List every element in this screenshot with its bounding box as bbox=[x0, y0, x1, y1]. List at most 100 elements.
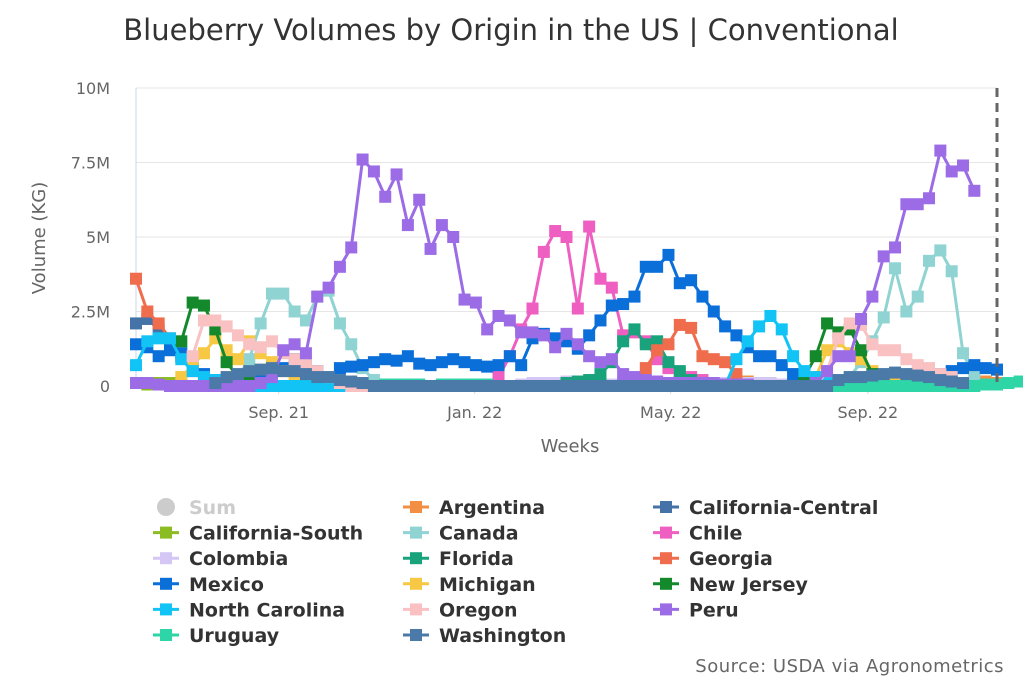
data-point[interactable] bbox=[458, 380, 471, 392]
legend-item[interactable]: Uruguay bbox=[153, 625, 280, 647]
data-point[interactable] bbox=[481, 380, 494, 392]
data-point[interactable] bbox=[333, 374, 346, 387]
data-point[interactable] bbox=[322, 371, 335, 384]
data-point[interactable] bbox=[764, 350, 777, 363]
data-point[interactable] bbox=[537, 380, 550, 392]
data-point[interactable] bbox=[379, 353, 392, 366]
data-point[interactable] bbox=[957, 362, 970, 375]
data-point[interactable] bbox=[617, 380, 630, 392]
data-point[interactable] bbox=[968, 380, 981, 392]
data-point[interactable] bbox=[719, 380, 732, 392]
data-point[interactable] bbox=[254, 377, 267, 390]
legend-item[interactable]: Peru bbox=[653, 599, 739, 621]
data-point[interactable] bbox=[764, 380, 777, 392]
data-point[interactable] bbox=[356, 153, 369, 166]
data-point[interactable] bbox=[821, 380, 834, 392]
data-point[interactable] bbox=[265, 335, 278, 348]
data-point[interactable] bbox=[832, 374, 845, 387]
data-point[interactable] bbox=[594, 356, 607, 369]
data-point[interactable] bbox=[843, 350, 856, 363]
data-point[interactable] bbox=[220, 320, 233, 333]
data-point[interactable] bbox=[809, 350, 822, 363]
data-point[interactable] bbox=[730, 380, 743, 392]
data-point[interactable] bbox=[821, 365, 834, 378]
data-point[interactable] bbox=[979, 362, 992, 375]
data-point[interactable] bbox=[911, 359, 924, 372]
data-point[interactable] bbox=[209, 314, 222, 327]
data-point[interactable] bbox=[730, 353, 743, 366]
data-point[interactable] bbox=[288, 305, 301, 318]
data-point[interactable] bbox=[447, 231, 460, 243]
legend-item[interactable]: Colombia bbox=[153, 548, 288, 570]
data-point[interactable] bbox=[265, 287, 278, 300]
data-point[interactable] bbox=[243, 353, 256, 366]
data-point[interactable] bbox=[435, 356, 448, 369]
data-point[interactable] bbox=[379, 380, 392, 392]
data-point[interactable] bbox=[367, 165, 380, 178]
data-point[interactable] bbox=[288, 338, 301, 351]
legend-item[interactable]: Canada bbox=[403, 523, 519, 545]
data-point[interactable] bbox=[265, 362, 278, 375]
data-point[interactable] bbox=[560, 327, 573, 340]
data-point[interactable] bbox=[753, 350, 766, 363]
data-point[interactable] bbox=[707, 380, 720, 392]
data-point[interactable] bbox=[163, 332, 176, 345]
legend-item[interactable]: Oregon bbox=[403, 599, 518, 621]
data-point[interactable] bbox=[628, 290, 641, 303]
data-point[interactable] bbox=[719, 356, 732, 369]
data-point[interactable] bbox=[356, 377, 369, 390]
data-point[interactable] bbox=[583, 329, 596, 342]
data-point[interactable] bbox=[254, 363, 267, 376]
data-point[interactable] bbox=[639, 260, 652, 273]
data-point[interactable] bbox=[934, 144, 947, 157]
data-point[interactable] bbox=[741, 380, 754, 392]
data-point[interactable] bbox=[877, 250, 890, 263]
data-point[interactable] bbox=[991, 363, 1003, 376]
data-point[interactable] bbox=[673, 277, 686, 290]
data-point[interactable] bbox=[877, 380, 890, 392]
data-point[interactable] bbox=[934, 244, 947, 257]
data-point[interactable] bbox=[390, 168, 403, 181]
data-point[interactable] bbox=[707, 353, 720, 366]
data-point[interactable] bbox=[413, 193, 426, 206]
data-point[interactable] bbox=[537, 245, 550, 258]
data-point[interactable] bbox=[673, 380, 686, 392]
data-point[interactable] bbox=[549, 380, 562, 392]
data-point[interactable] bbox=[968, 184, 981, 197]
legend-item[interactable]: California-South bbox=[153, 523, 363, 545]
data-point[interactable] bbox=[594, 314, 607, 327]
data-point[interactable] bbox=[299, 380, 312, 392]
data-point[interactable] bbox=[435, 380, 448, 392]
data-point[interactable] bbox=[333, 317, 346, 330]
data-point[interactable] bbox=[957, 347, 970, 360]
data-point[interactable] bbox=[866, 380, 879, 392]
data-point[interactable] bbox=[730, 329, 743, 342]
data-point[interactable] bbox=[277, 365, 290, 378]
data-point[interactable] bbox=[141, 305, 154, 318]
data-point[interactable] bbox=[390, 380, 403, 392]
data-point[interactable] bbox=[639, 380, 652, 392]
data-point[interactable] bbox=[889, 380, 902, 392]
data-point[interactable] bbox=[299, 368, 312, 381]
data-point[interactable] bbox=[515, 326, 528, 339]
data-point[interactable] bbox=[299, 347, 312, 360]
data-point[interactable] bbox=[345, 338, 358, 351]
data-point[interactable] bbox=[900, 353, 913, 366]
data-point[interactable] bbox=[571, 338, 584, 351]
data-point[interactable] bbox=[753, 380, 766, 392]
data-point[interactable] bbox=[673, 365, 686, 378]
data-point[interactable] bbox=[322, 281, 335, 294]
data-point[interactable] bbox=[855, 371, 868, 384]
data-point[interactable] bbox=[900, 368, 913, 381]
data-point[interactable] bbox=[685, 321, 698, 334]
source-credit[interactable]: Source: USDA via Agronometrics bbox=[695, 656, 1004, 677]
data-point[interactable] bbox=[911, 198, 924, 211]
data-point[interactable] bbox=[243, 338, 256, 351]
data-point[interactable] bbox=[424, 242, 437, 255]
data-point[interactable] bbox=[957, 377, 970, 390]
data-point[interactable] bbox=[231, 329, 244, 342]
data-point[interactable] bbox=[560, 380, 573, 392]
data-point[interactable] bbox=[775, 323, 788, 336]
legend-item[interactable]: Georgia bbox=[653, 548, 773, 570]
data-point[interactable] bbox=[197, 380, 210, 392]
